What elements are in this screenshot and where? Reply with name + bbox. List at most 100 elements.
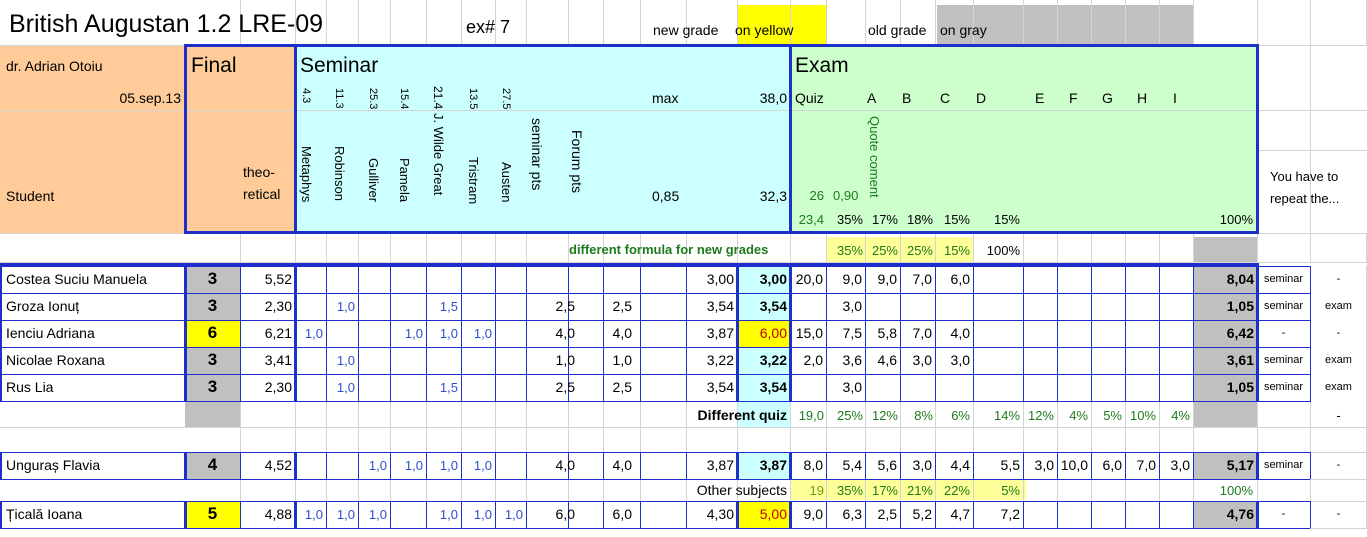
student-ticala-exam-final[interactable]: 4,76 [1226, 506, 1254, 522]
student-flavia-theoretical[interactable]: 4,52 [264, 457, 292, 473]
student-2-exam-final[interactable]: 6,42 [1226, 325, 1254, 341]
student-flavia-seminar-pts[interactable]: 4,0 [555, 457, 575, 473]
student-ticala-total[interactable]: 4,30 [706, 506, 734, 522]
student-4-seminar-s2[interactable]: 1,0 [336, 380, 355, 395]
student-flavia-exam-e10[interactable]: 3,0 [1170, 457, 1190, 473]
student-1-exam-final[interactable]: 1,05 [1226, 298, 1254, 314]
student-2-seminar-s6[interactable]: 1,0 [473, 326, 492, 341]
student-flavia-exam-e4[interactable]: 4,4 [950, 457, 970, 473]
student-3-exam-e4[interactable]: 3,0 [950, 352, 970, 368]
student-1-seminar-s2[interactable]: 1,0 [336, 299, 355, 314]
student-ticala-repeat-seminar[interactable]: - [1281, 508, 1286, 520]
student-ticala-quiz[interactable]: 9,0 [803, 506, 823, 522]
student-flavia-forum-pts[interactable]: 4,0 [612, 457, 632, 473]
student-1-final-grade[interactable]: 3 [207, 296, 218, 315]
student-3-repeat-exam[interactable]: exam [1325, 354, 1352, 366]
student-2-seminar-s1[interactable]: 1,0 [304, 326, 323, 341]
student-ticala-seminar-s5[interactable]: 1,0 [439, 507, 458, 522]
student-0-seminar-grade[interactable]: 3,00 [759, 271, 787, 287]
student-3-seminar-s2[interactable]: 1,0 [336, 353, 355, 368]
student-1-theoretical[interactable]: 2,30 [264, 298, 292, 314]
student-2-forum-pts[interactable]: 4,0 [612, 325, 632, 341]
student-1-repeat-seminar[interactable]: seminar [1263, 300, 1304, 312]
student-0-exam-e2[interactable]: 9,0 [877, 271, 897, 287]
student-2-repeat-exam[interactable]: - [1336, 327, 1341, 339]
student-3-exam-e1[interactable]: 3,6 [842, 352, 862, 368]
student-4-exam-e1[interactable]: 3,0 [842, 379, 862, 395]
student-flavia-exam-e3[interactable]: 3,0 [912, 457, 932, 473]
student-4-seminar-pts[interactable]: 2,5 [555, 379, 575, 395]
student-ticala-exam-e5[interactable]: 7,2 [1000, 506, 1020, 522]
student-3-exam-e2[interactable]: 4,6 [877, 352, 897, 368]
student-4-total[interactable]: 3,54 [706, 379, 734, 395]
student-0-repeat-seminar[interactable]: seminar [1263, 273, 1304, 285]
student-ticala-seminar-s2[interactable]: 1,0 [336, 507, 355, 522]
student-0-theoretical[interactable]: 5,52 [264, 271, 292, 287]
student-ticala-seminar-s1[interactable]: 1,0 [304, 507, 323, 522]
student-flavia-repeat-exam[interactable]: - [1336, 459, 1341, 471]
student-flavia-final-grade[interactable]: 4 [207, 455, 218, 474]
student-2-seminar-pts[interactable]: 4,0 [555, 325, 575, 341]
student-flavia-seminar-grade[interactable]: 3,87 [759, 457, 787, 473]
student-3-exam-final[interactable]: 3,61 [1226, 352, 1254, 368]
student-3-final-grade[interactable]: 3 [207, 350, 218, 369]
student-flavia-exam-e2[interactable]: 5,6 [877, 457, 897, 473]
student-2-quiz[interactable]: 15,0 [795, 325, 823, 341]
student-flavia-seminar-s6[interactable]: 1,0 [473, 458, 492, 473]
student-ticala-theoretical[interactable]: 4,88 [264, 506, 292, 522]
student-ticala-final-grade[interactable]: 5 [207, 504, 218, 523]
student-2-seminar-s4[interactable]: 1,0 [404, 326, 423, 341]
student-ticala-exam-e1[interactable]: 6,3 [842, 506, 862, 522]
student-0-total[interactable]: 3,00 [706, 271, 734, 287]
student-flavia-quiz[interactable]: 8,0 [803, 457, 823, 473]
student-3-seminar-pts[interactable]: 1,0 [555, 352, 575, 368]
student-0-exam-final[interactable]: 8,04 [1226, 271, 1254, 287]
student-ticala-exam-e2[interactable]: 2,5 [877, 506, 897, 522]
student-flavia-exam-e8[interactable]: 6,0 [1102, 457, 1122, 473]
student-2-name[interactable]: Ienciu Adriana [6, 325, 95, 341]
student-flavia-exam-e9[interactable]: 7,0 [1136, 457, 1156, 473]
student-flavia-seminar-s3[interactable]: 1,0 [368, 458, 387, 473]
student-1-seminar-s5[interactable]: 1,5 [439, 299, 458, 314]
student-1-total[interactable]: 3,54 [706, 298, 734, 314]
student-1-seminar-grade[interactable]: 3,54 [759, 298, 787, 314]
student-flavia-seminar-s4[interactable]: 1,0 [404, 458, 423, 473]
student-4-seminar-grade[interactable]: 3,54 [759, 379, 787, 395]
student-2-exam-e3[interactable]: 7,0 [912, 325, 932, 341]
student-flavia-seminar-s5[interactable]: 1,0 [439, 458, 458, 473]
student-ticala-exam-e4[interactable]: 4,7 [950, 506, 970, 522]
student-3-name[interactable]: Nicolae Roxana [6, 352, 105, 368]
student-0-repeat-exam[interactable]: - [1336, 273, 1341, 285]
student-1-exam-e1[interactable]: 3,0 [842, 298, 862, 314]
student-flavia-exam-e5[interactable]: 5,5 [1000, 457, 1020, 473]
student-flavia-repeat-seminar[interactable]: seminar [1263, 459, 1304, 471]
student-0-exam-e4[interactable]: 6,0 [950, 271, 970, 287]
student-ticala-repeat-exam[interactable]: - [1336, 508, 1341, 520]
student-4-seminar-s5[interactable]: 1,5 [439, 380, 458, 395]
student-ticala-name[interactable]: Țicală Ioana [6, 506, 83, 522]
student-ticala-seminar-s6[interactable]: 1,0 [473, 507, 492, 522]
student-0-exam-e1[interactable]: 9,0 [842, 271, 862, 287]
student-2-exam-e2[interactable]: 5,8 [877, 325, 897, 341]
student-2-exam-e1[interactable]: 7,5 [842, 325, 862, 341]
student-3-seminar-grade[interactable]: 3,22 [759, 352, 787, 368]
student-0-exam-e3[interactable]: 7,0 [912, 271, 932, 287]
student-3-quiz[interactable]: 2,0 [803, 352, 823, 368]
student-ticala-seminar-grade[interactable]: 5,00 [759, 506, 787, 522]
student-4-exam-final[interactable]: 1,05 [1226, 379, 1254, 395]
student-0-quiz[interactable]: 20,0 [795, 271, 823, 287]
student-flavia-exam-e6[interactable]: 3,0 [1034, 457, 1054, 473]
student-3-forum-pts[interactable]: 1,0 [612, 352, 632, 368]
student-flavia-exam-e7[interactable]: 10,0 [1060, 457, 1088, 473]
student-ticala-exam-e3[interactable]: 5,2 [912, 506, 932, 522]
student-flavia-exam-final[interactable]: 5,17 [1226, 457, 1254, 473]
student-3-theoretical[interactable]: 3,41 [264, 352, 292, 368]
student-2-seminar-s5[interactable]: 1,0 [439, 326, 458, 341]
student-4-repeat-exam[interactable]: exam [1325, 381, 1352, 393]
student-0-final-grade[interactable]: 3 [207, 269, 218, 288]
student-2-final-grade[interactable]: 6 [207, 323, 218, 342]
student-1-seminar-pts[interactable]: 2,5 [555, 298, 575, 314]
student-ticala-forum-pts[interactable]: 6,0 [612, 506, 632, 522]
student-2-theoretical[interactable]: 6,21 [264, 325, 292, 341]
